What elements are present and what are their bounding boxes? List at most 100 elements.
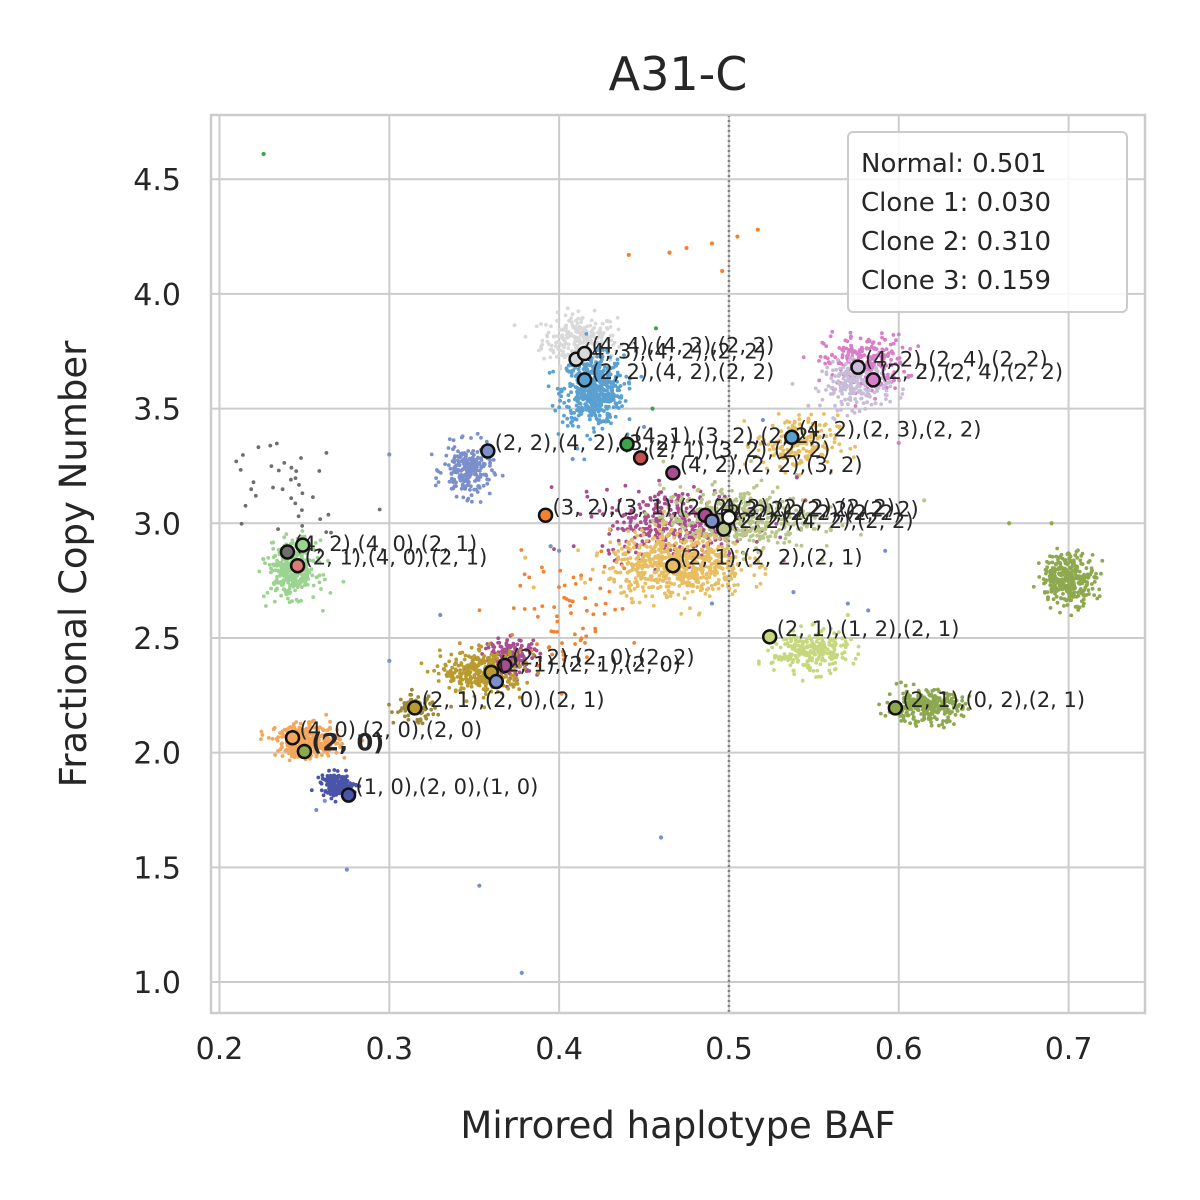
data-point — [479, 458, 484, 462]
data-point — [841, 345, 846, 350]
data-point — [857, 409, 862, 414]
data-point — [1076, 590, 1080, 595]
data-point — [479, 644, 484, 649]
data-point — [613, 570, 618, 574]
data-point — [761, 536, 766, 540]
data-point — [467, 681, 471, 685]
data-point — [472, 487, 477, 492]
data-point — [824, 434, 829, 439]
data-point — [790, 382, 795, 386]
data-point — [1060, 577, 1064, 582]
data-point — [771, 453, 776, 458]
data-point — [701, 582, 706, 586]
data-point — [613, 414, 618, 419]
data-point — [260, 733, 265, 737]
data-point — [1079, 574, 1084, 579]
data-point — [929, 723, 934, 728]
data-point — [695, 573, 700, 578]
data-point — [273, 568, 278, 573]
data-point — [908, 347, 912, 351]
data-point — [841, 349, 846, 353]
data-point — [566, 393, 571, 397]
data-point — [463, 472, 468, 477]
data-point — [500, 473, 505, 478]
data-point — [813, 424, 818, 429]
data-point — [466, 449, 471, 453]
data-point — [597, 379, 602, 384]
data-point — [767, 447, 772, 452]
data-point — [834, 367, 839, 372]
data-point — [597, 407, 601, 412]
data-point — [792, 421, 797, 425]
data-point — [616, 549, 621, 554]
data-point — [1076, 593, 1081, 598]
data-point — [490, 468, 494, 473]
data-point — [461, 495, 466, 500]
data-point — [695, 585, 700, 590]
data-point — [861, 401, 866, 406]
data-point — [845, 339, 850, 344]
data-point — [1089, 566, 1094, 571]
data-point — [840, 402, 844, 407]
data-point — [730, 488, 734, 493]
data-point — [657, 518, 662, 523]
data-point — [465, 478, 470, 483]
data-point — [279, 583, 284, 587]
data-point — [575, 321, 580, 326]
data-point — [651, 584, 656, 589]
data-point — [438, 471, 443, 475]
data-point — [752, 485, 756, 490]
data-point — [884, 375, 889, 380]
data-point — [659, 558, 664, 562]
data-point — [625, 561, 630, 566]
data-point — [839, 386, 844, 390]
data-point — [616, 557, 621, 561]
data-point — [623, 552, 628, 557]
data-point — [553, 408, 558, 413]
data-point — [779, 434, 784, 439]
data-point — [639, 528, 644, 533]
data-point — [478, 500, 483, 504]
data-point — [779, 429, 783, 434]
data-point — [590, 341, 595, 346]
data-point — [263, 561, 267, 565]
data-point — [290, 583, 295, 587]
data-point — [608, 566, 612, 571]
data-point — [485, 656, 490, 660]
data-point — [717, 536, 721, 541]
data-point — [1077, 569, 1082, 574]
data-point — [792, 645, 797, 650]
data-point — [694, 577, 698, 581]
data-point — [789, 446, 794, 451]
data-point — [829, 386, 834, 390]
data-point — [680, 581, 685, 586]
data-point — [846, 377, 850, 382]
data-point — [708, 538, 712, 543]
data-point — [1085, 572, 1090, 577]
data-point — [459, 435, 464, 440]
data-point — [597, 413, 602, 418]
data-point — [855, 352, 860, 356]
data-point — [677, 535, 682, 539]
data-point — [632, 541, 637, 545]
data-point — [575, 446, 580, 451]
data-point — [751, 538, 756, 543]
data-point — [451, 438, 456, 443]
data-point — [833, 403, 837, 408]
data-point — [1085, 582, 1090, 587]
data-point — [636, 573, 641, 577]
data-point — [833, 374, 837, 378]
data-point — [941, 719, 945, 723]
data-point — [845, 413, 850, 418]
data-point — [851, 349, 856, 353]
data-point — [828, 361, 832, 366]
data-point — [588, 437, 593, 442]
data-point — [261, 557, 265, 561]
data-point — [271, 727, 276, 732]
data-point — [627, 386, 632, 391]
data-point — [476, 478, 481, 482]
data-point — [638, 506, 643, 510]
data-point — [643, 581, 648, 586]
data-point — [463, 487, 468, 491]
data-point — [643, 558, 648, 563]
